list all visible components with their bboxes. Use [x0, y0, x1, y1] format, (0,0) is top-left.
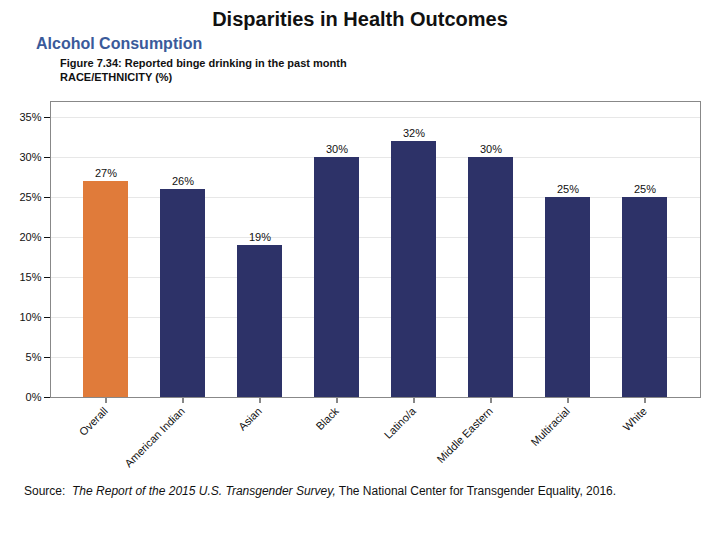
svg-text:5%: 5%: [26, 351, 42, 363]
svg-text:30%: 30%: [480, 143, 502, 155]
svg-text:Black: Black: [313, 404, 341, 432]
svg-text:0%: 0%: [26, 391, 42, 403]
html-text:Figure 7.34: Reported binge dr: Figure 7.34: Reported binge drinking in …: [60, 57, 347, 69]
svg-text:32%: 32%: [403, 127, 425, 139]
svg-text:Overall: Overall: [77, 405, 110, 438]
svg-text:30%: 30%: [19, 151, 41, 163]
html-text:RACE/ETHNICITY (%): RACE/ETHNICITY (%): [60, 71, 173, 83]
svg-text:26%: 26%: [172, 175, 194, 187]
svg-text:15%: 15%: [19, 271, 41, 283]
svg-text:25%: 25%: [19, 191, 41, 203]
svg-text:Multiracial: Multiracial: [528, 405, 571, 448]
html-text:Alcohol Consumption: Alcohol Consumption: [36, 35, 203, 52]
svg-text:25%: 25%: [634, 183, 656, 195]
html-text:Disparities in Health Outcomes: Disparities in Health Outcomes: [212, 8, 508, 30]
svg-text:10%: 10%: [19, 311, 41, 323]
svg-text:19%: 19%: [249, 231, 271, 243]
svg-text:25%: 25%: [557, 183, 579, 195]
svg-text:30%: 30%: [326, 143, 348, 155]
svg-text:White: White: [621, 405, 649, 433]
html-text:Source: The Report of the 2015: Source: The Report of the 2015 U.S. Tran…: [24, 484, 617, 498]
svg-text:Asian: Asian: [236, 405, 264, 433]
svg-text:20%: 20%: [19, 231, 41, 243]
svg-text:Middle Eastern: Middle Eastern: [435, 405, 495, 465]
svg-text:27%: 27%: [95, 167, 117, 179]
svg-text:35%: 35%: [19, 111, 41, 123]
svg-text:American Indian: American Indian: [122, 405, 187, 470]
svg-text:Latino/a: Latino/a: [382, 404, 419, 441]
